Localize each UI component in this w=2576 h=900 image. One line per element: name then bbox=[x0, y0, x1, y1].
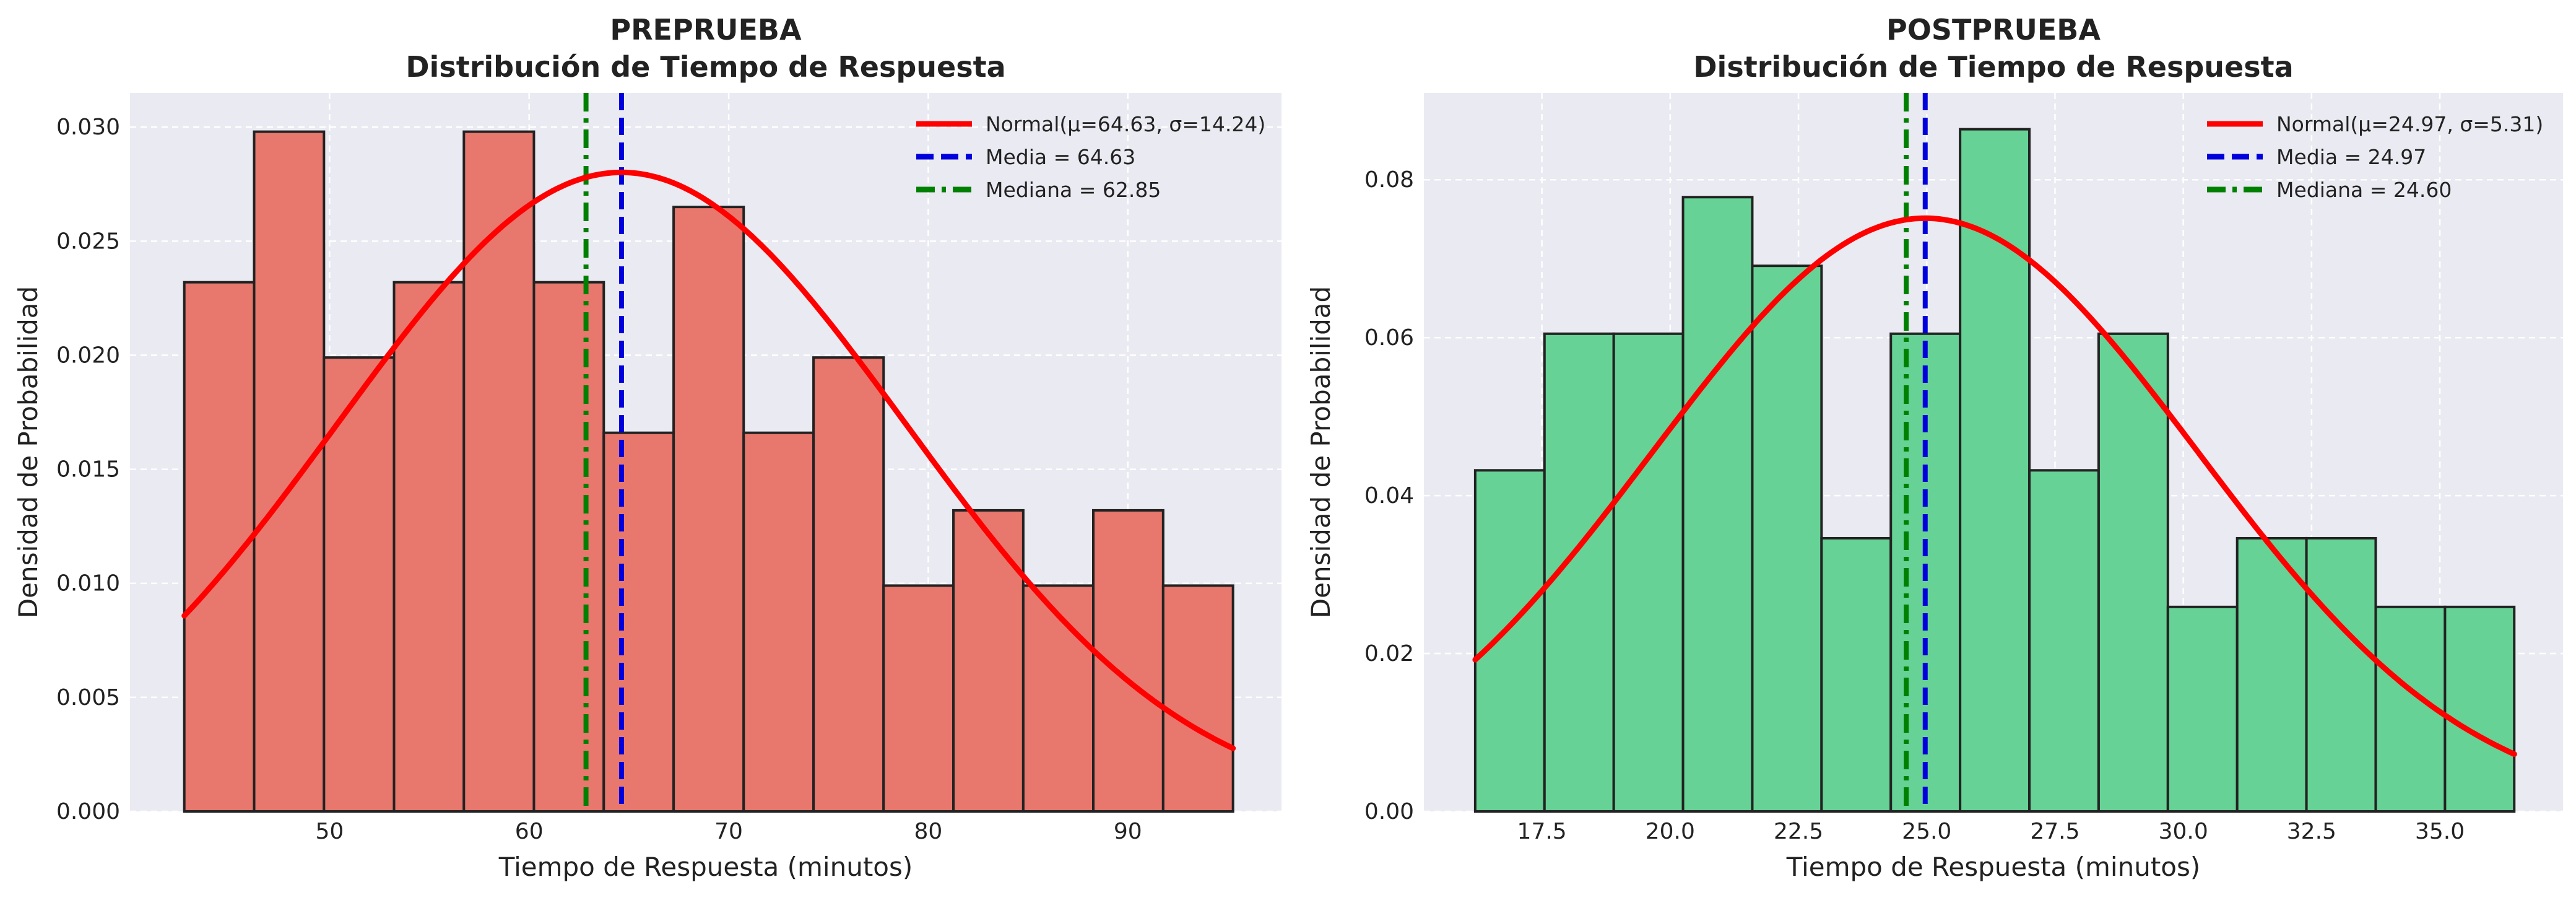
chart-title-line1: POSTPRUEBA bbox=[1886, 13, 2101, 46]
histogram-bars bbox=[183, 130, 1234, 813]
x-tick-label: 90 bbox=[1114, 819, 1142, 844]
y-ticks: 0.00 0.02 0.04 0.06 0.08 bbox=[1364, 167, 1414, 824]
x-axis-label: Tiempo de Respuesta (minutos) bbox=[1786, 852, 2201, 882]
y-tick-label: 0.020 bbox=[56, 343, 120, 368]
reference-lines bbox=[583, 93, 624, 811]
y-axis-label: Densidad de Probabilidad bbox=[1306, 286, 1336, 618]
legend: Normal(μ=24.97, σ=5.31) Media = 24.97 Me… bbox=[2207, 112, 2543, 202]
x-tick-label: 20.0 bbox=[1646, 819, 1695, 844]
histogram-bar bbox=[2305, 536, 2377, 813]
y-tick-label: 0.02 bbox=[1364, 641, 1414, 666]
histogram-bar bbox=[1021, 584, 1095, 813]
histogram-bar bbox=[1161, 584, 1234, 813]
histogram-bars bbox=[1473, 128, 2516, 813]
y-tick-label: 0.005 bbox=[56, 685, 120, 710]
legend-label-median: Mediana = 62.85 bbox=[986, 178, 1161, 202]
normal-curve-layer bbox=[181, 169, 1236, 751]
histogram-bar bbox=[392, 281, 466, 813]
histogram-bar bbox=[2028, 469, 2100, 813]
histogram-bar bbox=[1612, 332, 1685, 813]
x-tick-label: 70 bbox=[714, 819, 743, 844]
histogram-bar bbox=[2097, 332, 2169, 813]
histogram-bar bbox=[602, 431, 675, 813]
x-axis-label: Tiempo de Respuesta (minutos) bbox=[498, 852, 913, 882]
histogram-bar bbox=[2444, 605, 2516, 813]
normal-curve bbox=[181, 169, 1236, 751]
x-tick-label: 22.5 bbox=[1774, 819, 1823, 844]
x-ticks: 50 60 70 80 90 bbox=[315, 819, 1142, 844]
x-tick-label: 25.0 bbox=[1902, 819, 1951, 844]
histogram-bar bbox=[672, 206, 745, 813]
chart-postprueba: 17.5 20.0 22.5 25.0 27.5 30.0 32.5 35.0 0.000.0… bbox=[1306, 13, 2563, 882]
y-axis-label: Densidad de Probabilidad bbox=[13, 286, 43, 618]
reference-lines bbox=[1904, 93, 1928, 811]
legend-label-normal: Normal(μ=64.63, σ=14.24) bbox=[986, 112, 1265, 136]
normal-curve-layer bbox=[1472, 215, 2517, 757]
histogram-bar bbox=[1473, 469, 1546, 813]
legend-label-mean: Media = 64.63 bbox=[986, 145, 1135, 169]
chart-title-line2: Distribución de Tiempo de Respuesta bbox=[405, 50, 1005, 84]
histogram-bar bbox=[2166, 605, 2239, 813]
y-tick-label: 0.000 bbox=[56, 799, 120, 824]
legend-label-mean: Media = 24.97 bbox=[2276, 145, 2426, 169]
y-ticks: 0.000 0.005 0.010 0.015 0.020 0.025 0.030 bbox=[56, 115, 120, 824]
legend: Normal(μ=64.63, σ=14.24) Media = 64.63 M… bbox=[916, 112, 1265, 202]
x-tick-label: 27.5 bbox=[2030, 819, 2079, 844]
y-tick-label: 0.06 bbox=[1364, 325, 1414, 351]
x-tick-label: 80 bbox=[914, 819, 943, 844]
histogram-bar bbox=[1959, 128, 2031, 813]
legend-label-median: Mediana = 24.60 bbox=[2276, 178, 2452, 202]
histogram-bar bbox=[532, 281, 605, 813]
chart-title-line1: PREPRUEBA bbox=[610, 13, 802, 46]
x-tick-label: 30.0 bbox=[2159, 819, 2208, 844]
histogram-bar bbox=[1681, 196, 1754, 813]
histogram-bar bbox=[323, 356, 396, 813]
y-tick-label: 0.04 bbox=[1364, 483, 1414, 509]
chart-title-line2: Distribución de Tiempo de Respuesta bbox=[1693, 50, 2293, 84]
y-tick-label: 0.025 bbox=[56, 229, 120, 254]
histogram-bar bbox=[952, 509, 1025, 813]
histogram-bar bbox=[462, 130, 536, 813]
chart-preprueba: 50 60 70 80 90 0.000 0.005 0.010 0.015 0.020 0.02… bbox=[13, 13, 1281, 882]
histogram-bar bbox=[882, 584, 955, 813]
x-tick-label: 50 bbox=[315, 819, 344, 844]
y-tick-label: 0.08 bbox=[1364, 167, 1414, 193]
histogram-bar bbox=[1820, 536, 1893, 813]
histogram-bar bbox=[253, 130, 326, 813]
histogram-bar bbox=[2236, 536, 2308, 813]
x-tick-label: 32.5 bbox=[2287, 819, 2336, 844]
y-tick-label: 0.010 bbox=[56, 571, 120, 596]
x-tick-label: 35.0 bbox=[2415, 819, 2465, 844]
normal-curve bbox=[1472, 215, 2517, 757]
y-tick-label: 0.030 bbox=[56, 115, 120, 140]
y-tick-label: 0.015 bbox=[56, 457, 120, 483]
y-tick-label: 0.00 bbox=[1364, 799, 1414, 824]
legend-label-normal: Normal(μ=24.97, σ=5.31) bbox=[2276, 112, 2543, 136]
histogram-bar bbox=[812, 356, 885, 813]
x-tick-label: 17.5 bbox=[1517, 819, 1567, 844]
x-ticks: 17.5 20.0 22.5 25.0 27.5 30.0 32.5 35.0 bbox=[1517, 819, 2465, 844]
histogram-bar bbox=[742, 431, 815, 813]
x-tick-label: 60 bbox=[515, 819, 544, 844]
histogram-bar bbox=[1751, 264, 1823, 813]
